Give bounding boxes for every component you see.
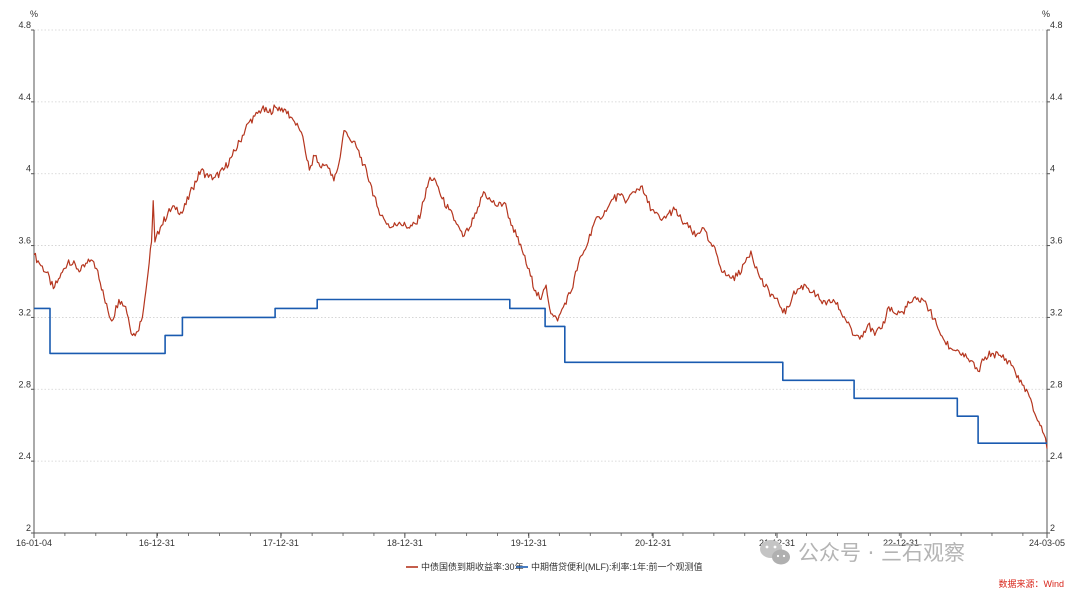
x-tick-label: 18-12-31 xyxy=(387,538,423,548)
source-note: 数据来源：Wind xyxy=(998,578,1064,589)
y-tick-label-right: 4 xyxy=(1050,164,1055,174)
right-unit-label: % xyxy=(1042,9,1050,19)
x-tick-label: 19-12-31 xyxy=(511,538,547,548)
x-tick-label: 16-12-31 xyxy=(139,538,175,548)
series-line-yield-30y xyxy=(33,104,1048,449)
y-tick-label-left: 4 xyxy=(26,164,31,174)
y-tick-label-right: 3.6 xyxy=(1050,236,1063,246)
x-tick-label: 20-12-31 xyxy=(635,538,671,548)
y-ticks: 2 2 2.4 2.4 2.8 2.8 3.2 3.2 3.6 3.6 4 4 4.4 4.4 4.8 4.8 xyxy=(18,20,1063,534)
axes: % % xyxy=(30,9,1050,534)
y-tick-label-right: 2.4 xyxy=(1050,451,1063,461)
legend-label-yield-30y: 中债国债到期收益率:30年 xyxy=(421,561,524,572)
y-tick-label-left: 2 xyxy=(26,523,31,533)
y-tick-label-left: 4.8 xyxy=(18,20,31,30)
x-tick-label: 24-03-05 xyxy=(1029,538,1065,548)
y-tick-label-right: 2 xyxy=(1050,523,1055,533)
x-tick-label: 22-12-31 xyxy=(883,538,919,548)
x-tick-label: 17-12-31 xyxy=(263,538,299,548)
x-tick-label: 16-01-04 xyxy=(16,538,52,548)
legend-label-mlf-1y: 中期借贷便利(MLF):利率:1年:前一个观测值 xyxy=(531,561,703,572)
y-tick-label-left: 4.4 xyxy=(18,92,31,102)
y-tick-label-left: 3.6 xyxy=(18,236,31,246)
watermark-text: 公众号 · 三石观察 xyxy=(798,541,965,565)
y-tick-label-right: 4.4 xyxy=(1050,92,1063,102)
legend: 中债国债到期收益率:30年 中期借贷便利(MLF):利率:1年:前一个观测值 xyxy=(406,561,703,572)
y-tick-label-right: 3.2 xyxy=(1050,307,1063,317)
y-tick-label-left: 3.2 xyxy=(18,307,31,317)
left-unit-label: % xyxy=(30,9,38,19)
y-tick-label-left: 2.4 xyxy=(18,451,31,461)
y-tick-label-right: 4.8 xyxy=(1050,20,1063,30)
watermark: 公众号 · 三石观察 xyxy=(760,540,965,565)
series-line-mlf-1y xyxy=(34,298,1047,444)
wechat-icon xyxy=(760,540,790,565)
gridlines xyxy=(34,29,1047,462)
y-tick-label-left: 2.8 xyxy=(18,379,31,389)
y-tick-label-right: 2.8 xyxy=(1050,379,1063,389)
series-lines xyxy=(33,104,1048,449)
